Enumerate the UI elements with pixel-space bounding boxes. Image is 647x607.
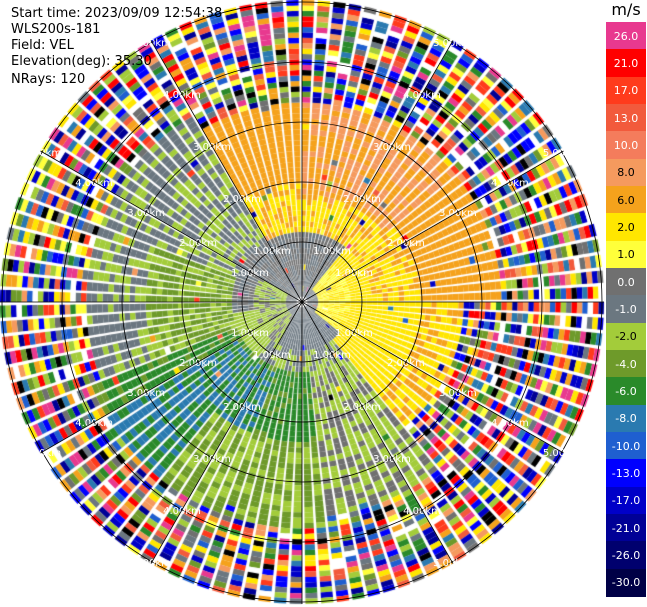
- colorbar-tick-label: -6.0: [615, 385, 637, 398]
- start-time-label: Start time: 2023/09/09 12:54:38: [11, 6, 223, 21]
- range-ring-label: 4.00km: [75, 418, 113, 429]
- range-ring-label: 1.00km: [313, 246, 351, 257]
- colorbar-unit: m/s: [611, 0, 641, 19]
- range-ring-label: 3.00km: [373, 142, 411, 153]
- colorbar-tick-label: 17.0: [613, 84, 639, 98]
- colorbar-segment: [606, 213, 646, 242]
- colorbar-tick-label: 26.0: [613, 29, 639, 43]
- range-ring-label: 3.00km: [373, 454, 411, 465]
- colorbar-tick-label: 6.0: [617, 193, 635, 207]
- range-ring-label: 4.00km: [403, 506, 441, 517]
- colorbar-segment: [606, 459, 646, 488]
- range-ring-label: 4.00km: [491, 178, 529, 189]
- colorbar-segment: [606, 350, 646, 378]
- colorbar-segment: [606, 131, 646, 160]
- colorbar-tick-label: -1.0: [615, 303, 637, 316]
- range-ring-label: 2.00km: [179, 238, 217, 249]
- colorbar-tick-label: 0.0: [617, 275, 635, 289]
- colorbar-tick-label: -8.0: [615, 412, 637, 426]
- colorbar-tick-label: 2.0: [617, 221, 635, 234]
- range-ring-label: 1.00km: [231, 268, 269, 279]
- colorbar-segment: [606, 404, 646, 433]
- colorbar-segment: [606, 568, 646, 597]
- colorbar-segment: [606, 76, 646, 105]
- colorbar-tick-label: -10.0: [611, 439, 641, 453]
- range-ring-label: 5.00km: [433, 38, 471, 49]
- colorbar-segment: [606, 268, 646, 296]
- range-ring-label: 4.00km: [403, 90, 441, 101]
- colorbar-segment: [606, 377, 646, 406]
- range-ring-label: 5.00km: [133, 38, 171, 49]
- range-ring-label: 5.00km: [543, 148, 581, 159]
- range-ring-label: 1.00km: [231, 328, 269, 339]
- range-ring-label: 2.00km: [387, 238, 425, 249]
- range-ring-label: 1.00km: [253, 350, 291, 361]
- colorbar-segment: [606, 432, 646, 460]
- range-ring-label: 3.00km: [193, 454, 231, 465]
- range-ring-label: 4.00km: [163, 506, 201, 517]
- colorbar-tick-label: 21.0: [613, 57, 639, 70]
- colorbar-tick-label: -17.0: [611, 494, 641, 508]
- colorbar: 26.0 21.0 17.0 13.0 10.0 8.0 6.0 2.0 1.0 0.0 -1.0 -…: [606, 22, 646, 597]
- range-ring-label: 2.00km: [343, 402, 381, 413]
- colorbar-segment: [606, 240, 646, 269]
- colorbar-segment: [606, 49, 646, 78]
- colorbar-tick-label: -13.0: [611, 467, 641, 480]
- colorbar-tick-label: 13.0: [613, 111, 639, 125]
- range-ring-label: 3.00km: [439, 208, 477, 219]
- range-ring-label: 3.00km: [439, 388, 477, 399]
- colorbar-segment: [606, 22, 646, 50]
- colorbar-segment: [606, 295, 646, 324]
- range-ring-label: 2.00km: [223, 194, 261, 205]
- field-label: Field: VEL: [11, 38, 74, 53]
- range-ring-label: 3.00km: [127, 208, 165, 219]
- colorbar-segment: [606, 322, 646, 351]
- colorbar-tick-label: 1.0: [617, 248, 635, 262]
- colorbar-segment: [606, 541, 646, 570]
- nrays-label: NRays: 120: [11, 72, 86, 87]
- range-ring-label: 2.00km: [343, 194, 381, 205]
- colorbar-tick-label: -26.0: [611, 549, 641, 562]
- range-ring-label: 1.00km: [313, 350, 351, 361]
- colorbar-segment: [606, 158, 646, 187]
- colorbar-tick-label: 8.0: [617, 166, 635, 180]
- range-ring-label: 1.00km: [335, 328, 373, 339]
- site-label: WLS200s-181: [11, 22, 101, 37]
- range-ring-label: 4.00km: [163, 90, 201, 101]
- colorbar-tick-label: -4.0: [615, 357, 637, 371]
- colorbar-tick-label: -21.0: [611, 521, 641, 535]
- colorbar-tick-label: -2.0: [615, 330, 637, 344]
- range-ring-label: 5.00km: [23, 148, 61, 159]
- range-ring-label: 2.00km: [223, 402, 261, 413]
- colorbar-segment: [606, 514, 646, 542]
- range-ring-label: 5.00km: [23, 448, 61, 459]
- colorbar-tick-label: -30.0: [611, 576, 641, 590]
- range-ring-label: 5.00km: [133, 558, 171, 569]
- range-ring-label: 1.00km: [335, 268, 373, 279]
- elevation-label: Elevation(deg): 35.30: [11, 54, 152, 69]
- range-ring-label: 3.00km: [193, 142, 231, 153]
- range-ring-overlay: 1.00km 1.00km 1.00km 1.00km 1.00km 1.00km 1.00…: [0, 0, 604, 604]
- range-ring-label: 5.00km: [543, 448, 581, 459]
- range-ring-label: 5.00km: [433, 558, 471, 569]
- range-ring-label: 2.00km: [387, 358, 425, 369]
- range-ring-label: 2.00km: [179, 358, 217, 369]
- colorbar-segment: [606, 104, 646, 132]
- range-ring-label: 4.00km: [75, 178, 113, 189]
- colorbar-segment: [606, 186, 646, 214]
- colorbar-segment: [606, 486, 646, 515]
- range-ring-label: 3.00km: [127, 388, 165, 399]
- colorbar-tick-label: 10.0: [613, 139, 639, 152]
- range-ring-label: 1.00km: [253, 246, 291, 257]
- range-ring-label: 4.00km: [491, 418, 529, 429]
- azimuth-spoke: [150, 40, 454, 564]
